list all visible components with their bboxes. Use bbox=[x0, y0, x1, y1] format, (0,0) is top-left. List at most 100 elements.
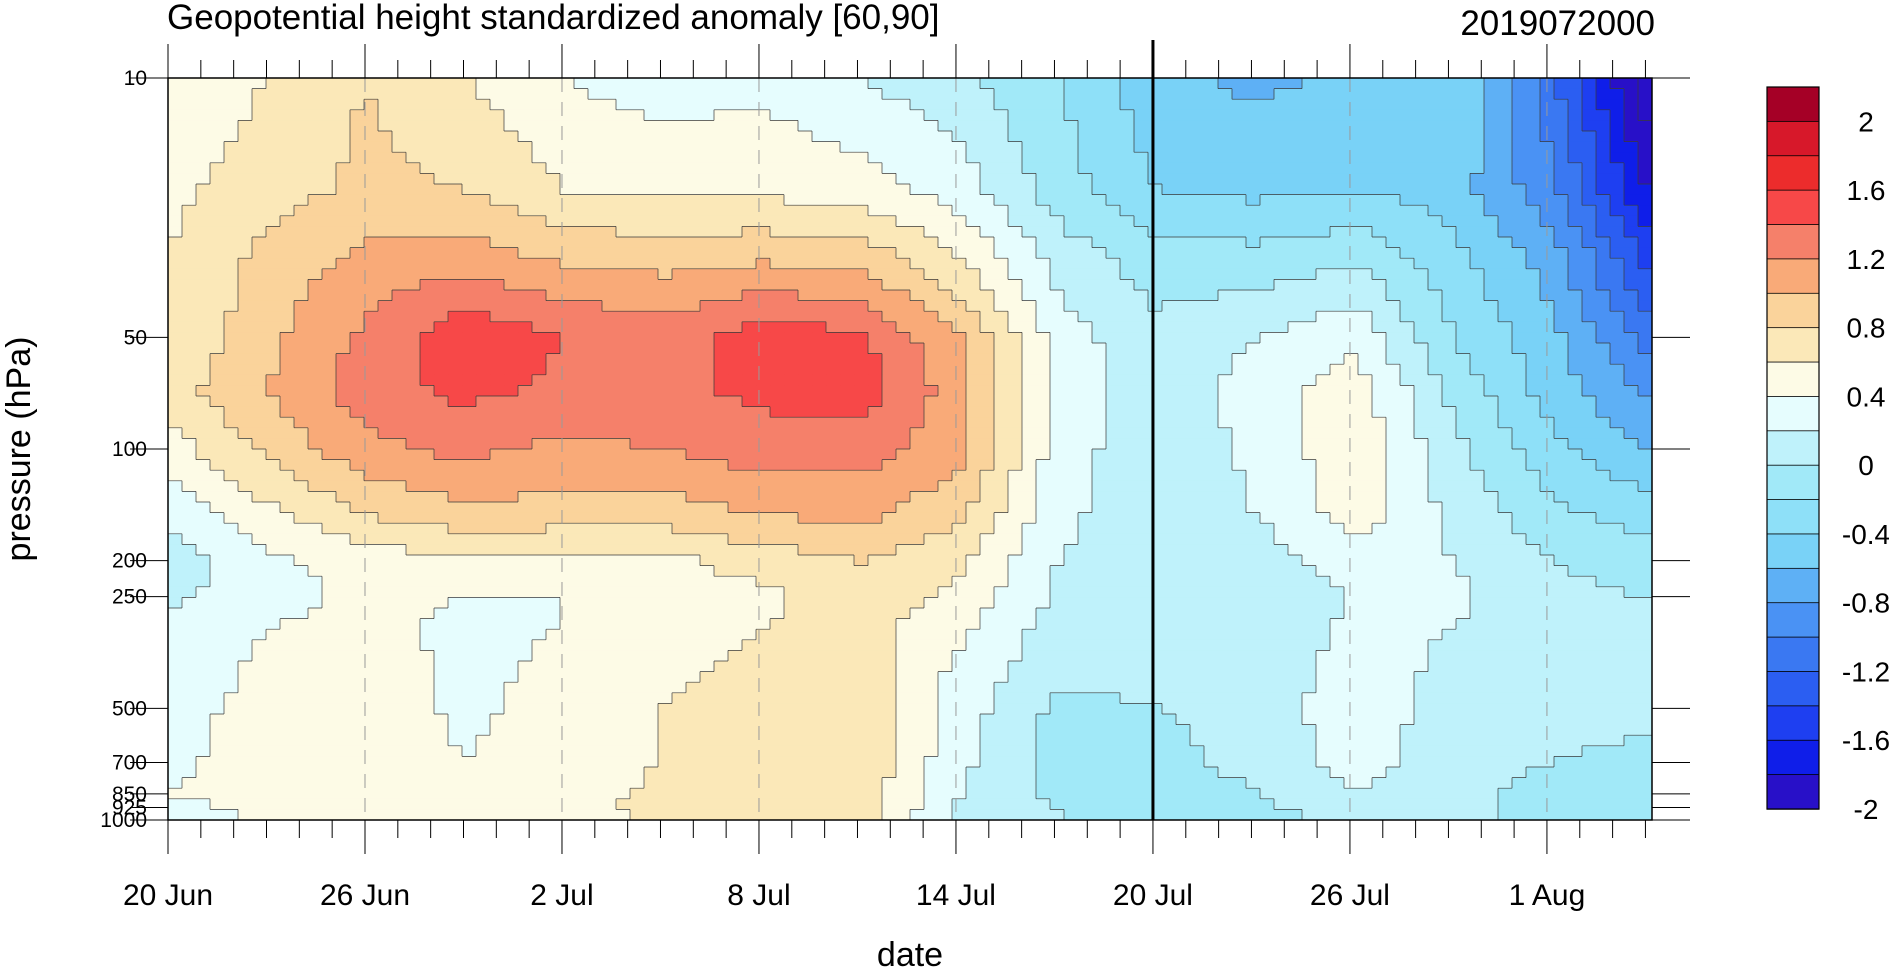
field-cell bbox=[504, 184, 519, 196]
field-cell bbox=[294, 480, 309, 492]
field-cell bbox=[1610, 332, 1625, 344]
field-cell bbox=[924, 184, 939, 196]
field-cell bbox=[714, 205, 729, 217]
field-cell bbox=[1120, 173, 1135, 185]
field-cell bbox=[168, 162, 183, 174]
field-cell bbox=[1372, 427, 1387, 439]
field-cell bbox=[700, 120, 715, 132]
field-cell bbox=[1414, 427, 1429, 439]
field-cell bbox=[1050, 353, 1065, 365]
field-cell bbox=[994, 502, 1009, 514]
field-cell bbox=[210, 258, 225, 270]
field-cell bbox=[1596, 512, 1611, 524]
field-cell bbox=[364, 417, 379, 429]
field-cell bbox=[1470, 205, 1485, 217]
field-cell bbox=[602, 555, 617, 567]
field-cell bbox=[854, 131, 869, 143]
field-cell bbox=[1470, 162, 1485, 174]
field-cell bbox=[1022, 427, 1037, 439]
field-cell bbox=[1344, 88, 1359, 100]
field-cell bbox=[1092, 141, 1107, 153]
field-cell bbox=[532, 480, 547, 492]
field-cell bbox=[322, 247, 337, 259]
field-cell bbox=[490, 173, 505, 185]
field-cell bbox=[546, 184, 561, 196]
field-cell bbox=[350, 491, 365, 503]
field-cell bbox=[1302, 194, 1317, 206]
field-cell bbox=[1610, 523, 1625, 535]
field-cell bbox=[546, 88, 561, 100]
field-cell bbox=[1330, 194, 1345, 206]
field-cell bbox=[1148, 523, 1163, 535]
field-cell bbox=[1470, 321, 1485, 333]
field-cell bbox=[1232, 279, 1247, 291]
field-cell bbox=[196, 258, 211, 270]
field-cell bbox=[714, 427, 729, 439]
field-cell bbox=[840, 120, 855, 132]
field-cell bbox=[588, 480, 603, 492]
field-cell bbox=[1498, 480, 1513, 492]
field-cell bbox=[308, 88, 323, 100]
field-cell bbox=[1288, 247, 1303, 259]
field-cell bbox=[1204, 321, 1219, 333]
field-cell bbox=[224, 555, 239, 567]
field-cell bbox=[392, 109, 407, 121]
field-cell bbox=[1484, 205, 1499, 217]
field-cell bbox=[756, 427, 771, 439]
field-cell bbox=[658, 332, 673, 344]
field-cell bbox=[1092, 332, 1107, 344]
field-cell bbox=[1414, 237, 1429, 249]
field-cell bbox=[630, 194, 645, 206]
field-cell bbox=[854, 417, 869, 429]
field-cell bbox=[1596, 353, 1611, 365]
field-cell bbox=[728, 131, 743, 143]
field-cell bbox=[518, 491, 533, 503]
field-cell bbox=[546, 417, 561, 429]
field-cell bbox=[1400, 523, 1415, 535]
field-cell bbox=[1134, 321, 1149, 333]
field-cell bbox=[266, 120, 281, 132]
field-cell bbox=[518, 205, 533, 217]
field-cell bbox=[952, 427, 967, 439]
field-cell bbox=[1106, 523, 1121, 535]
field-cell bbox=[560, 247, 575, 259]
field-cell bbox=[1260, 321, 1275, 333]
field-cell bbox=[588, 502, 603, 514]
field-cell bbox=[434, 279, 449, 291]
field-cell bbox=[1022, 184, 1037, 196]
field-cell bbox=[602, 459, 617, 471]
field-cell bbox=[1274, 194, 1289, 206]
field-cell bbox=[854, 470, 869, 482]
field-cell bbox=[714, 343, 729, 355]
field-cell bbox=[588, 353, 603, 365]
field-cell bbox=[588, 385, 603, 397]
field-cell bbox=[1568, 173, 1583, 185]
field-cell bbox=[826, 141, 841, 153]
field-cell bbox=[1330, 237, 1345, 249]
field-cell bbox=[798, 332, 813, 344]
field-cell bbox=[238, 290, 253, 302]
field-cell bbox=[1470, 491, 1485, 503]
field-cell bbox=[854, 268, 869, 280]
field-cell bbox=[1624, 544, 1639, 556]
field-cell bbox=[280, 343, 295, 355]
field-cell bbox=[1274, 237, 1289, 249]
field-cell bbox=[1288, 152, 1303, 164]
field-cell bbox=[644, 502, 659, 514]
field-cell bbox=[308, 364, 323, 376]
field-cell bbox=[1414, 194, 1429, 206]
field-cell bbox=[546, 385, 561, 397]
field-cell bbox=[350, 406, 365, 418]
field-cell bbox=[854, 226, 869, 238]
field-cell bbox=[840, 332, 855, 344]
field-cell bbox=[504, 162, 519, 174]
field-cell bbox=[322, 258, 337, 270]
field-cell bbox=[168, 300, 183, 312]
field-cell bbox=[1232, 321, 1247, 333]
field-cell bbox=[1526, 215, 1541, 227]
field-cell bbox=[196, 162, 211, 174]
field-cell bbox=[238, 247, 253, 259]
field-cell bbox=[308, 78, 323, 90]
field-cell bbox=[980, 247, 995, 259]
field-cell bbox=[1554, 78, 1569, 90]
